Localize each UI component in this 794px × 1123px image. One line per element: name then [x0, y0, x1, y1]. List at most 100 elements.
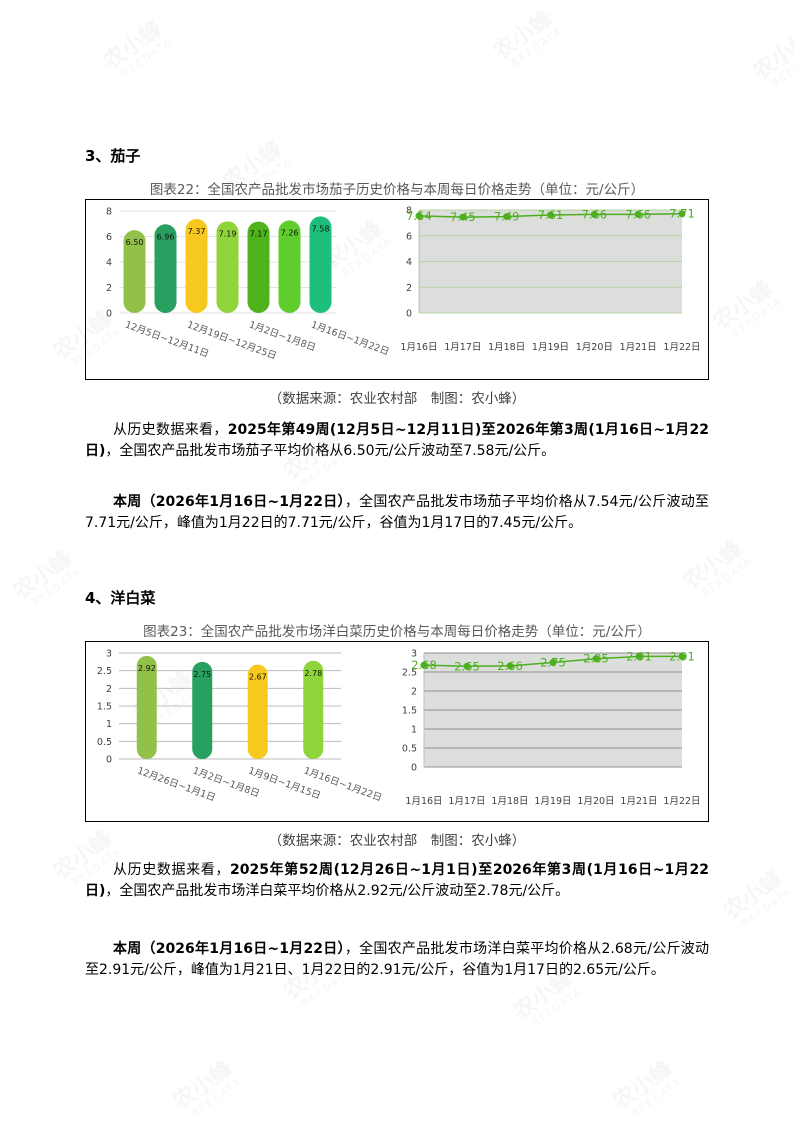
point	[678, 210, 686, 218]
y-tick-label: 6	[406, 231, 412, 242]
bar	[247, 221, 270, 313]
value-label: 6.50	[126, 238, 144, 247]
y-tick-label: 2	[411, 687, 417, 698]
y-tick-label: 4	[406, 257, 412, 268]
bar	[192, 661, 213, 759]
y-tick-label: 2	[406, 283, 412, 294]
y-tick-label: 0	[106, 309, 112, 320]
bold-text: 2025年第49周(12月5日~12月11日)至2026年第3周(1月16日~1…	[85, 422, 709, 459]
x-tick-label: 1月20日	[576, 342, 613, 353]
value-label: 2.91	[626, 649, 652, 663]
bold-text: 本周（2026年1月16日~1月22日）	[113, 494, 345, 510]
point	[506, 662, 514, 670]
x-tick-label: 1月22日	[663, 342, 700, 353]
bar	[247, 664, 268, 759]
y-tick-label: 2.5	[97, 666, 112, 677]
section-heading: 3、茄子	[85, 147, 141, 165]
point	[592, 655, 600, 663]
y-tick-label: 1.5	[402, 706, 417, 717]
x-tick-label: 1月18日	[491, 796, 528, 807]
value-label: 7.66	[625, 207, 651, 221]
y-tick-label: 4	[106, 258, 112, 269]
value-label: 2.91	[669, 649, 695, 663]
value-label: 2.67	[249, 673, 267, 682]
bar	[216, 221, 239, 313]
text: 从历史数据来看，	[113, 862, 231, 878]
y-tick-label: 3	[411, 649, 417, 660]
text: ，全国农产品批发市场茄子平均价格从7.54元/公斤波动至7.71元/公斤，峰值为…	[85, 494, 709, 531]
bar-chart: 024686.5012月5日~12月11日6.967.3712月19日~12月2…	[106, 207, 391, 363]
point	[549, 659, 557, 666]
x-tick-label: 1月18日	[488, 342, 525, 353]
line-chart: 0 2 4 6 8 1月16日 7.54 1月17日 7.45 1月18日 7.49 1月19日 7.6…	[400, 206, 700, 354]
bar	[136, 655, 157, 759]
chart-frame	[85, 199, 709, 380]
value-label: 2.92	[138, 664, 156, 673]
bar	[303, 660, 324, 759]
x-tick-label: 1月16日	[405, 796, 442, 807]
value-label: 2.75	[540, 656, 566, 670]
y-tick-label: 0	[406, 309, 412, 320]
x-tick-label: 1月17日	[444, 342, 481, 353]
value-label: 7.19	[219, 229, 237, 238]
value-label: 7.66	[582, 207, 608, 221]
point	[590, 210, 598, 218]
paragraph: 从历史数据来看，2025年第52周(12月26日~1月1日)至2026年第3周(…	[85, 860, 709, 902]
bar	[278, 220, 301, 313]
text: 从历史数据来看，	[113, 422, 228, 438]
value-label: 7.54	[406, 209, 432, 223]
y-tick-label: 8	[406, 206, 412, 217]
bar	[123, 230, 146, 313]
figure-source: （数据来源：农业农村部 制图：农小蜂）	[268, 833, 526, 849]
point	[503, 213, 511, 221]
text: ，全国农产品批发市场洋白菜平均价格从2.92元/公斤波动至2.78元/公斤。	[105, 883, 570, 899]
y-tick-label: 1	[106, 719, 112, 730]
paragraph: 本周（2026年1月16日~1月22日），全国农产品批发市场茄子平均价格从7.5…	[85, 492, 709, 534]
value-label: 7.45	[450, 210, 476, 224]
x-tick-label: 1月16日~1月22日	[309, 319, 390, 357]
x-tick-label: 1月17日	[448, 796, 485, 807]
text: ，全国农产品批发市场洋白菜平均价格从2.68元/公斤波动至2.91元/公斤，峰值…	[85, 941, 709, 978]
y-tick-label: 1.5	[97, 702, 112, 713]
y-tick-label: 0	[106, 755, 112, 766]
value-label: 2.75	[193, 670, 211, 679]
value-label: 7.17	[250, 230, 268, 239]
text: ，全国农产品批发市场茄子平均价格从6.50元/公斤波动至7.58元/公斤。	[105, 443, 556, 459]
line-chart: 0 0.5 1 1.5 2 2.5 3 1月16日 2.68 1月17日 2.65 1月18日 2.66…	[402, 649, 701, 808]
bar	[309, 216, 332, 313]
y-tick-label: 0.5	[97, 737, 112, 748]
paragraph: 本周（2026年1月16日~1月22日），全国农产品批发市场洋白菜平均价格从2.…	[85, 939, 709, 981]
bar	[185, 219, 208, 313]
value-label: 2.78	[304, 669, 322, 678]
x-tick-label: 1月21日	[620, 342, 657, 353]
bold-text: 2025年第52周(12月26日~1月1日)至2026年第3周(1月16日~1月…	[85, 862, 709, 899]
point	[463, 662, 471, 670]
paragraph: 从历史数据来看，2025年第49周(12月5日~12月11日)至2026年第3周…	[85, 420, 709, 462]
value-label: 6.96	[157, 232, 175, 241]
point	[635, 652, 643, 660]
x-tick-label: 1月19日	[532, 342, 569, 353]
value-label: 7.49	[494, 210, 520, 224]
point	[547, 211, 554, 219]
value-label: 2.66	[497, 659, 523, 673]
value-label: 7.26	[281, 228, 299, 237]
value-label: 2.85	[583, 652, 609, 666]
bar-chart: 00.511.522.532.9212月26日~1月1日2.751月2日~1月8…	[97, 649, 383, 804]
y-tick-label: 0	[411, 763, 417, 774]
figure-source: （数据来源：农业农村部 制图：农小蜂）	[268, 391, 526, 407]
y-tick-label: 6	[106, 232, 112, 243]
y-tick-label: 2	[106, 684, 112, 695]
y-tick-label: 0.5	[402, 744, 417, 755]
value-label: 2.65	[454, 659, 480, 673]
x-tick-label: 1月16日	[400, 342, 437, 353]
point	[678, 652, 686, 660]
point	[634, 210, 642, 218]
section-heading: 4、洋白菜	[85, 589, 156, 607]
x-tick-label: 1月19日	[534, 796, 571, 807]
